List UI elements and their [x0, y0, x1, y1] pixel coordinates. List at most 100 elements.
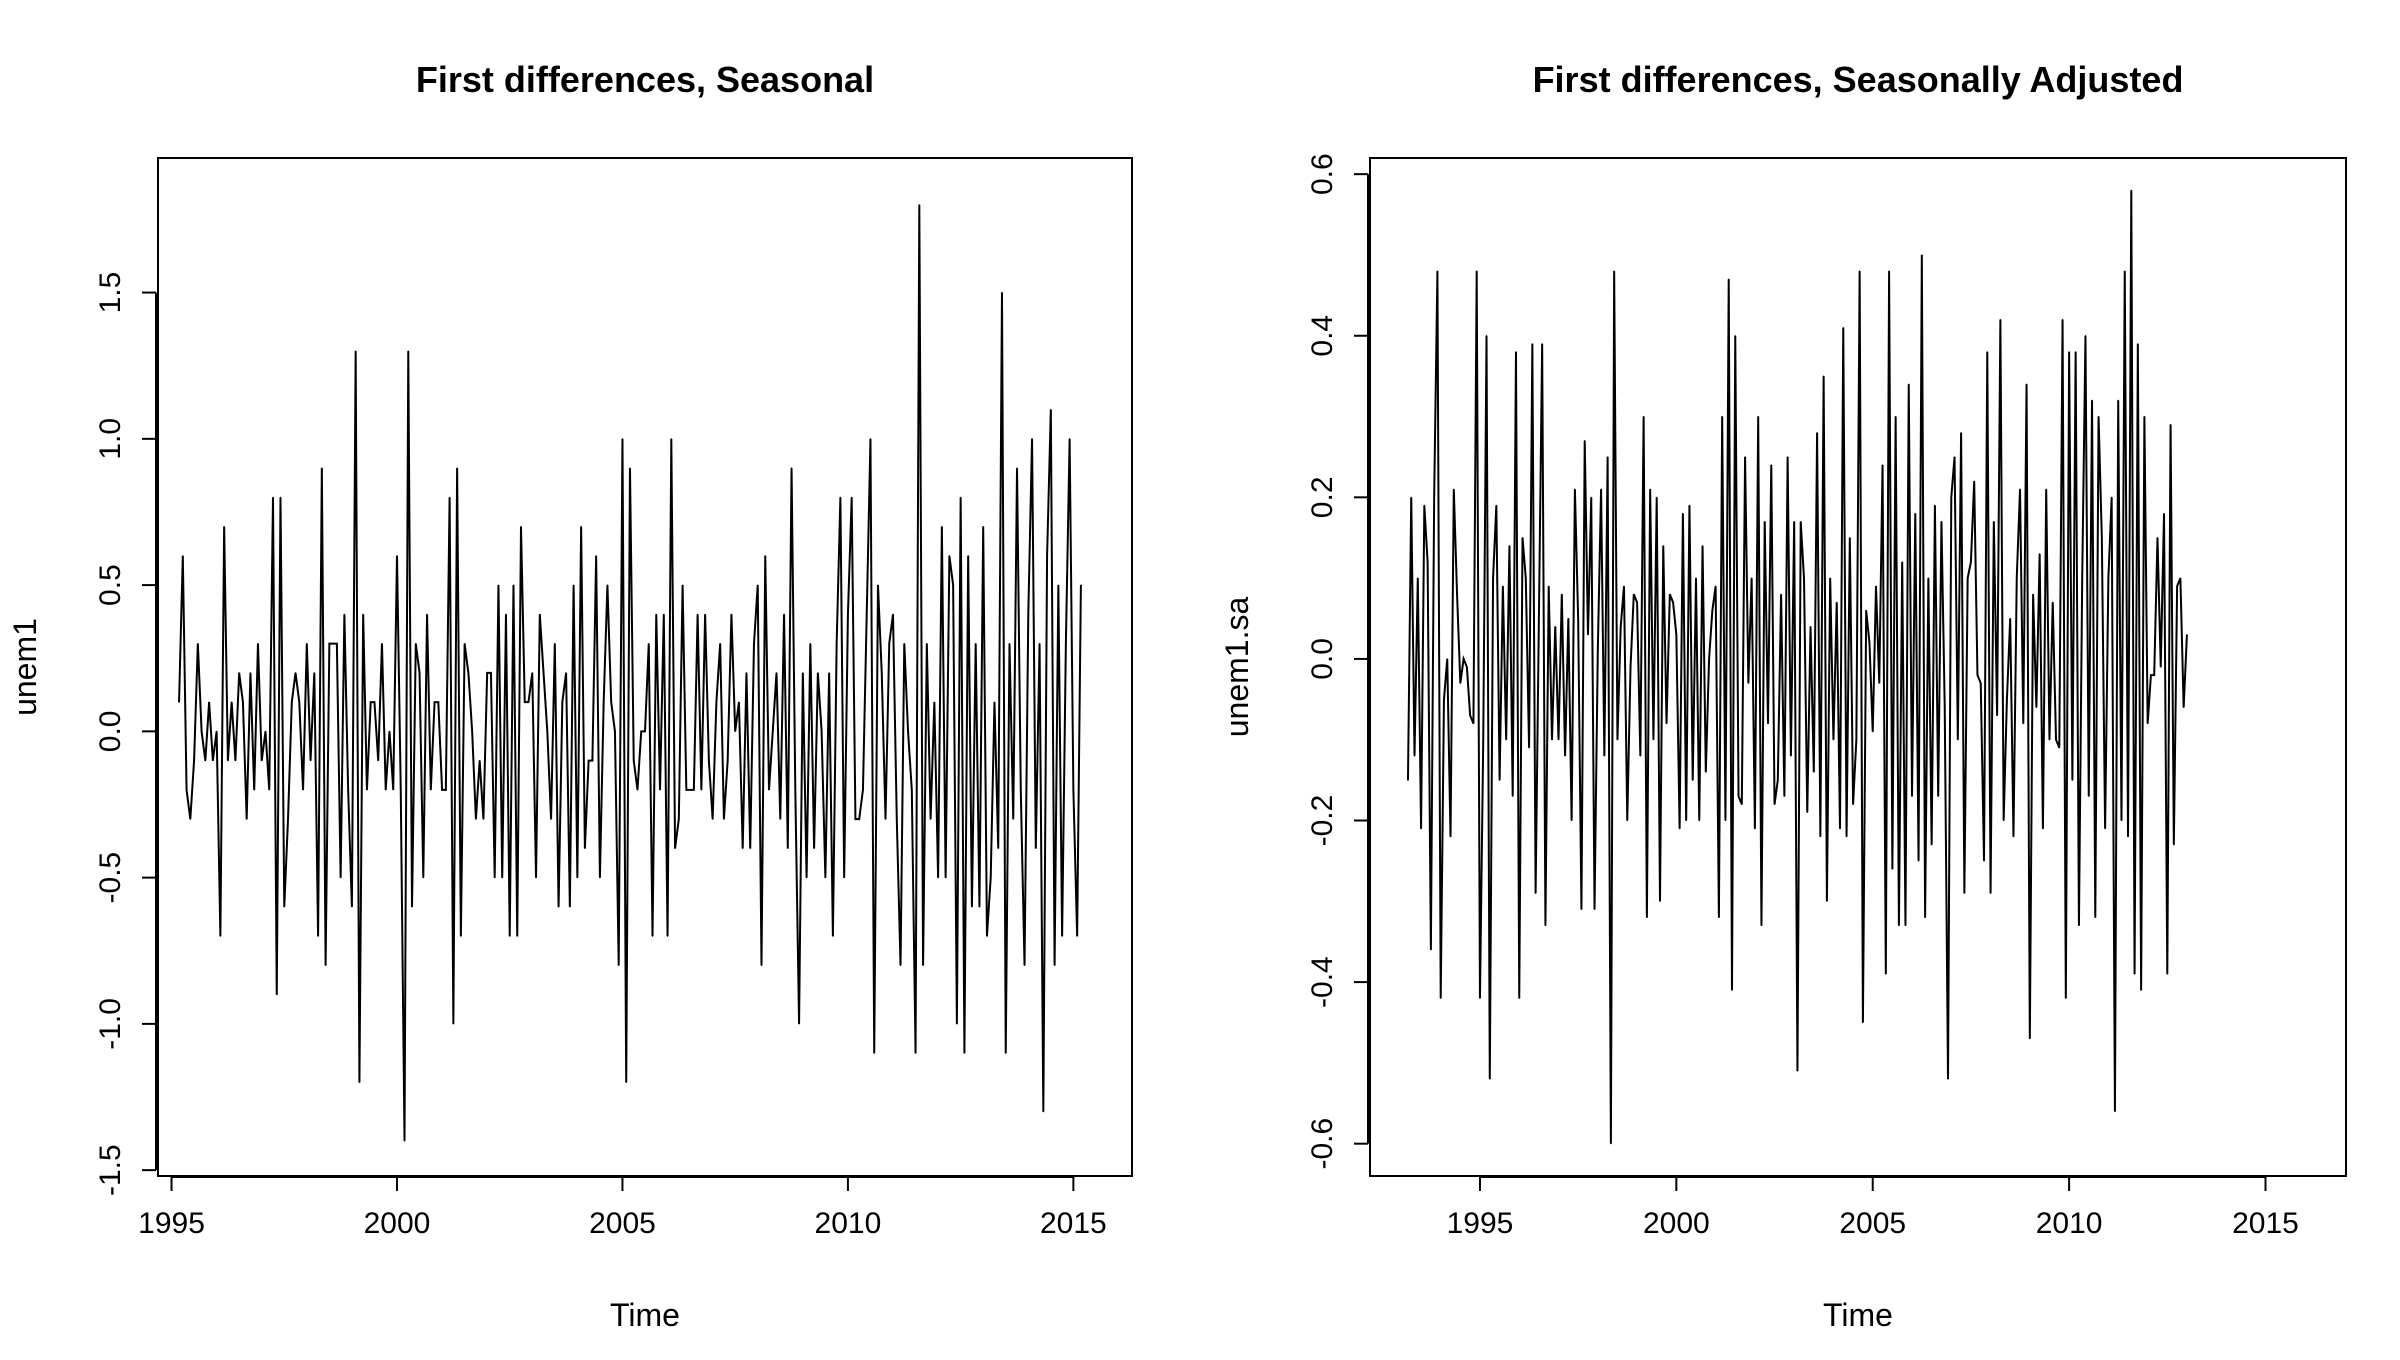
- data-point: [858, 818, 860, 820]
- data-point: [1659, 900, 1661, 902]
- data-point: [681, 584, 684, 586]
- data-point: [501, 877, 503, 879]
- data-point: [494, 877, 496, 879]
- y-tick-label: -0.5: [94, 852, 127, 904]
- data-point: [2120, 819, 2123, 822]
- data-point: [809, 643, 811, 645]
- data-point: [381, 643, 383, 645]
- data-point: [595, 555, 597, 557]
- data-point: [527, 701, 530, 703]
- data-point: [1862, 1021, 1864, 1024]
- data-point: [1603, 755, 1605, 757]
- data-point: [2035, 706, 2037, 709]
- data-point: [1783, 795, 1785, 797]
- data-point: [1008, 643, 1011, 645]
- x-axis: 1995 2000 2005 2010 2015 Time: [138, 1176, 1107, 1333]
- data-point: [546, 730, 548, 732]
- data-point: [400, 789, 402, 791]
- data-point: [1845, 836, 1848, 838]
- data-point: [1508, 545, 1511, 547]
- data-point: [1973, 480, 1975, 482]
- x-tick-label: 1995: [1447, 1207, 1514, 1240]
- data-point: [1453, 488, 1455, 490]
- data-point: [1672, 601, 1674, 603]
- data-point: [234, 760, 237, 762]
- data-point: [2097, 415, 2100, 418]
- data-point: [554, 643, 556, 645]
- data-point: [264, 730, 267, 732]
- data-point: [2163, 512, 2165, 515]
- data-point: [1665, 722, 1668, 725]
- data-point: [648, 643, 650, 645]
- data-point: [490, 672, 492, 674]
- data-point: [1891, 868, 1893, 870]
- data-point: [2147, 722, 2149, 725]
- data-point: [542, 672, 545, 674]
- data-point: [512, 584, 515, 586]
- data-point: [2176, 585, 2178, 587]
- series-0: [1406, 189, 2188, 1145]
- data-point: [963, 1052, 966, 1054]
- data-point: [328, 643, 330, 645]
- data-point: [1407, 779, 1409, 781]
- data-point: [2016, 577, 2018, 579]
- data-point: [1679, 827, 1681, 830]
- data-point: [1072, 789, 1074, 791]
- data-point: [208, 701, 210, 703]
- data-point: [535, 877, 537, 879]
- data-point: [1057, 584, 1059, 586]
- data-point: [588, 760, 590, 762]
- data-point: [941, 525, 943, 528]
- data-point: [805, 877, 808, 879]
- data-point: [625, 1081, 627, 1083]
- y-tick-label: 0.6: [1306, 153, 1339, 195]
- data-point: [1983, 860, 1985, 862]
- data-point: [426, 613, 428, 615]
- data-point: [1790, 755, 1792, 757]
- data-point: [2166, 973, 2168, 975]
- data-point: [227, 760, 229, 762]
- data-point: [2084, 335, 2087, 337]
- data-point: [1042, 1111, 1044, 1113]
- data-point: [1924, 916, 1926, 919]
- data-point: [817, 672, 819, 674]
- data-point: [644, 730, 646, 732]
- data-point: [1767, 722, 1769, 725]
- data-point: [1420, 827, 1422, 830]
- data-point: [1829, 577, 1831, 579]
- data-point: [291, 701, 293, 703]
- data-point: [204, 760, 206, 762]
- data-point: [1472, 722, 1475, 725]
- data-point: [768, 789, 770, 791]
- data-point: [2052, 601, 2054, 603]
- data-point: [881, 672, 883, 674]
- data-point: [708, 760, 710, 762]
- data-point: [1600, 488, 1602, 490]
- data-point: [1852, 803, 1854, 805]
- data-point: [1800, 520, 1802, 523]
- y-tick-label: 1.5: [94, 272, 127, 314]
- x-tick-label: 2010: [2036, 1207, 2103, 1240]
- data-point: [1698, 819, 1700, 822]
- data-point: [2130, 189, 2132, 191]
- data-point: [1944, 706, 1946, 709]
- data-point: [1751, 577, 1753, 579]
- data-point: [283, 906, 285, 908]
- data-point: [1960, 432, 1962, 434]
- data-point: [798, 1023, 800, 1025]
- series-line: [1406, 190, 2188, 1144]
- data-point: [242, 701, 244, 703]
- data-point: [520, 525, 522, 528]
- data-point: [2065, 997, 2067, 999]
- data-point: [1754, 827, 1756, 830]
- data-point: [1855, 739, 1857, 741]
- data-point: [452, 1023, 454, 1025]
- data-point: [1957, 739, 1959, 741]
- data-point: [978, 906, 981, 908]
- data-point: [460, 935, 462, 937]
- series-0: [178, 204, 1082, 1142]
- data-point: [1993, 520, 1995, 523]
- data-point: [633, 760, 635, 762]
- data-point: [1764, 520, 1766, 523]
- data-point: [1836, 601, 1838, 603]
